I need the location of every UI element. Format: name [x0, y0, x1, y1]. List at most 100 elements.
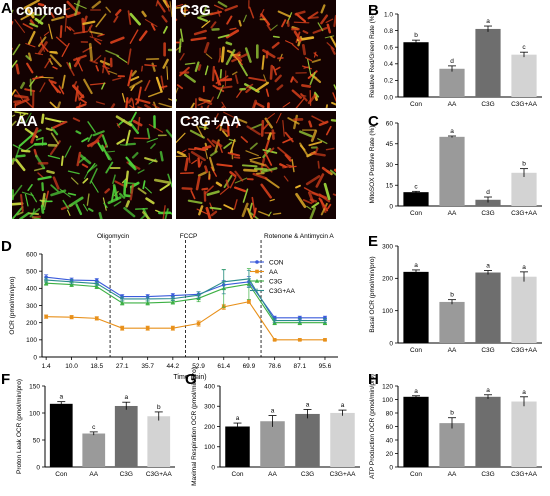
x-tick-label: 78.6	[268, 363, 281, 370]
micrograph-label: C3G	[180, 2, 211, 19]
x-tick-label: Con	[55, 471, 67, 478]
x-tick-label: C3G	[481, 210, 494, 217]
x-tick-label: 44.2	[167, 363, 180, 370]
significance-letter: a	[414, 262, 418, 269]
y-tick-label: 400	[26, 286, 37, 293]
x-tick-label: C3G+AA	[511, 471, 537, 478]
y-tick-label: 80	[386, 410, 394, 417]
y-tick-label: 0	[211, 464, 215, 471]
significance-letter: a	[341, 402, 345, 409]
x-tick-label: Con	[410, 471, 422, 478]
legend-marker	[255, 260, 259, 264]
data-point	[94, 281, 99, 286]
significance-letter: c	[522, 44, 526, 51]
significance-letter: b	[414, 32, 418, 39]
panel-letter-e: E	[368, 233, 379, 250]
micrograph-label: control	[16, 2, 67, 19]
x-tick-label: C3G+AA	[146, 471, 172, 478]
bar-con	[49, 403, 73, 467]
y-axis-label: ATP Production OCR (pmol/min/pro)	[369, 374, 376, 479]
y-tick-label: 40	[386, 437, 394, 444]
series-line-con	[46, 276, 325, 319]
panel-letter-b: B	[368, 2, 379, 19]
bar-con	[225, 426, 250, 467]
x-tick-label: C3G	[481, 347, 494, 354]
significance-letter: a	[306, 401, 310, 408]
data-point	[272, 318, 277, 323]
data-point	[44, 278, 49, 283]
y-tick-label: 60	[386, 424, 394, 431]
x-tick-label: 35.7	[141, 363, 154, 370]
y-tick-label: 300	[204, 404, 215, 411]
x-tick-label: 87.1	[293, 363, 306, 370]
data-point	[43, 280, 49, 285]
bar-c3g	[295, 413, 320, 467]
bar-aa	[82, 433, 106, 467]
y-tick-label: 50	[33, 437, 41, 444]
y-tick-label: 400	[204, 383, 215, 390]
bar-c3g	[114, 405, 138, 467]
bar-c3g-aa	[511, 54, 537, 97]
significance-letter: a	[486, 18, 490, 25]
x-tick-label: C3G	[301, 471, 314, 478]
y-tick-label: 20	[386, 451, 394, 458]
panel-letter-c: C	[368, 113, 379, 130]
x-tick-label: 95.6	[319, 363, 332, 370]
data-point	[94, 284, 99, 289]
data-point	[170, 296, 175, 301]
data-point	[69, 279, 74, 284]
y-tick-label: 100	[29, 410, 40, 417]
data-point	[272, 338, 277, 342]
bar-c3g-aa	[511, 276, 537, 343]
bar-con	[403, 396, 429, 467]
legend-marker	[255, 269, 259, 274]
y-tick-label: 600	[26, 251, 37, 258]
bar-con	[403, 42, 429, 97]
injection-label: Rotenone & Antimycin A	[264, 233, 334, 240]
x-tick-label: AA	[268, 471, 277, 478]
y-axis-label: Proton Leak OCR (pmol/min/pro)	[16, 379, 23, 474]
x-tick-label: Con	[410, 101, 422, 108]
bar-c3g-aa	[511, 172, 537, 206]
legend-marker	[255, 288, 259, 293]
y-tick-label: 100	[26, 337, 37, 344]
y-axis-label: MitoSOX Positive Rate (%)	[369, 125, 376, 203]
x-tick-label: 69.9	[243, 363, 256, 370]
y-tick-label: 60	[386, 120, 394, 127]
bar-c3g	[475, 396, 501, 467]
y-tick-label: 500	[26, 268, 37, 275]
micrograph-texture	[12, 0, 172, 108]
y-tick-label: 0	[389, 203, 393, 210]
series-line-c3g-aa	[46, 278, 325, 322]
x-tick-label: C3G	[481, 471, 494, 478]
y-tick-label: 300	[382, 243, 393, 250]
legend-label: CON	[269, 259, 284, 266]
y-tick-label: 0.8	[384, 28, 393, 35]
y-tick-label: 0.0	[384, 94, 393, 101]
data-point	[69, 315, 74, 319]
significance-letter: a	[414, 388, 418, 395]
significance-letter: a	[271, 408, 275, 415]
panel-letter-a: A	[1, 0, 12, 17]
data-point	[323, 338, 327, 342]
data-point	[196, 321, 201, 326]
injection-label: FCCP	[180, 233, 198, 240]
bar-c3g	[475, 28, 501, 97]
x-tick-label: C3G	[481, 101, 494, 108]
x-tick-label: Con	[410, 210, 422, 217]
bar-c3g	[475, 272, 501, 343]
significance-letter: a	[59, 394, 63, 401]
significance-letter: c	[414, 183, 418, 190]
y-tick-label: 150	[29, 383, 40, 390]
y-tick-label: 0.4	[384, 61, 393, 68]
data-point	[120, 296, 125, 301]
bar-c3g	[475, 199, 501, 206]
x-tick-label: AA	[448, 210, 457, 217]
data-point	[145, 296, 150, 301]
x-tick-label: 52.9	[192, 363, 205, 370]
significance-letter: c	[92, 424, 96, 431]
micrograph-texture	[176, 111, 336, 219]
bar-c3g-aa	[330, 412, 355, 467]
series-line-c3g	[46, 282, 325, 324]
